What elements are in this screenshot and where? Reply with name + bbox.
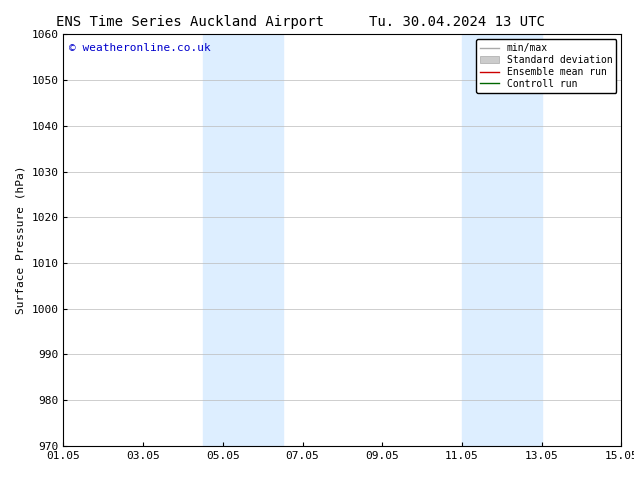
Text: ENS Time Series Auckland Airport: ENS Time Series Auckland Airport xyxy=(56,15,324,29)
Bar xyxy=(462,34,541,446)
Y-axis label: Surface Pressure (hPa): Surface Pressure (hPa) xyxy=(16,166,26,315)
Legend: min/max, Standard deviation, Ensemble mean run, Controll run: min/max, Standard deviation, Ensemble me… xyxy=(476,39,616,93)
Bar xyxy=(203,34,283,446)
Text: Tu. 30.04.2024 13 UTC: Tu. 30.04.2024 13 UTC xyxy=(368,15,545,29)
Text: © weatheronline.co.uk: © weatheronline.co.uk xyxy=(69,43,210,52)
